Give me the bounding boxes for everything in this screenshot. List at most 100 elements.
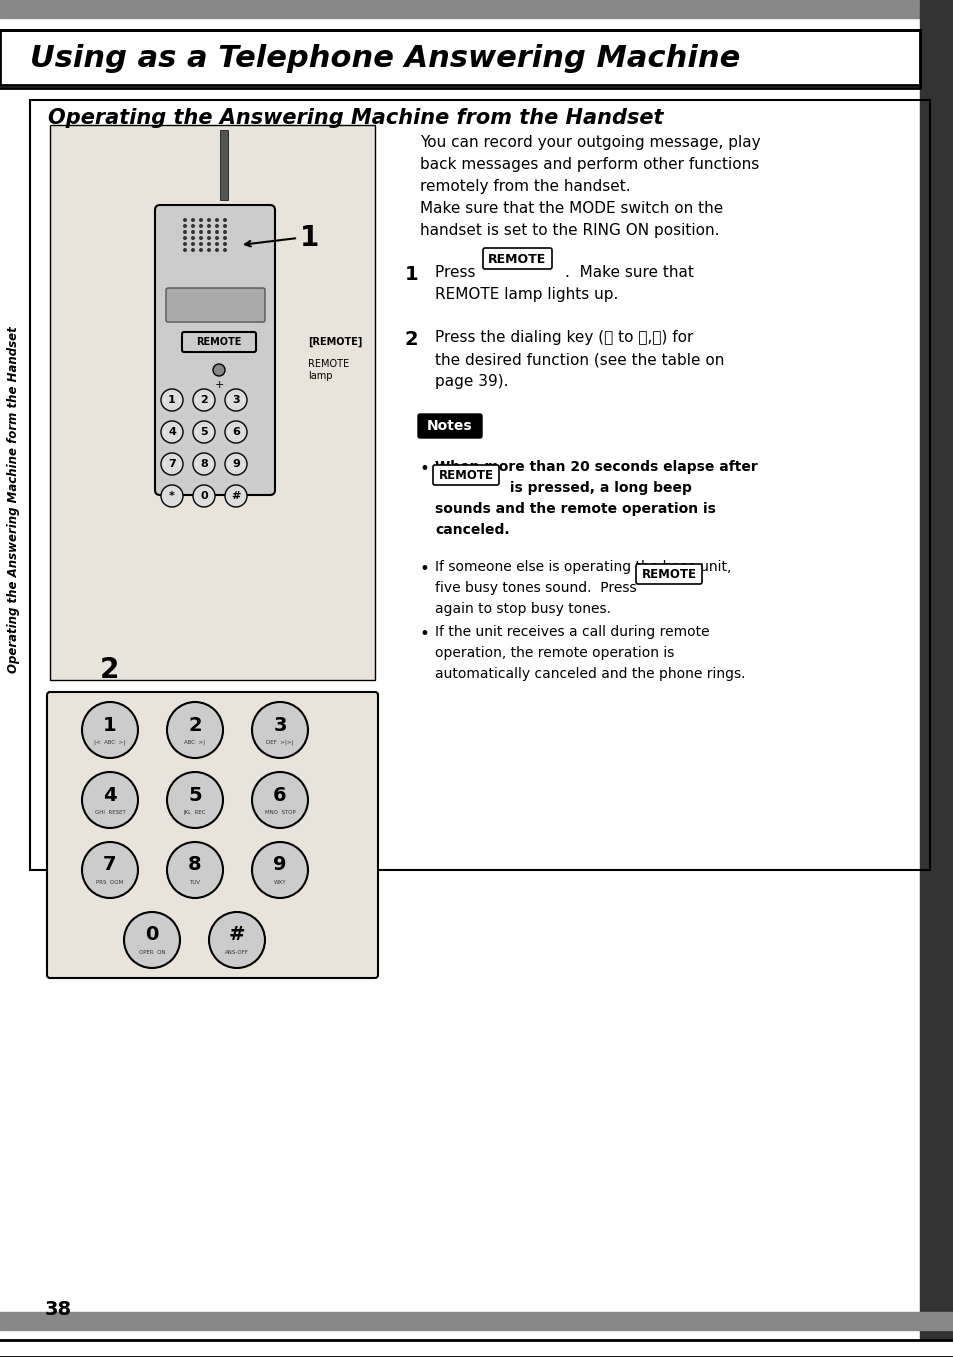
Circle shape <box>183 248 187 252</box>
Circle shape <box>214 242 219 246</box>
Circle shape <box>191 229 194 233</box>
Circle shape <box>82 841 138 898</box>
Text: 1: 1 <box>103 715 116 734</box>
Circle shape <box>199 236 203 240</box>
Circle shape <box>191 242 194 246</box>
Circle shape <box>225 484 247 508</box>
Circle shape <box>223 224 227 228</box>
Circle shape <box>161 484 183 508</box>
Text: You can record your outgoing message, play: You can record your outgoing message, pl… <box>419 134 760 151</box>
Circle shape <box>199 229 203 233</box>
Circle shape <box>207 218 211 223</box>
Text: the desired function (see the table on: the desired function (see the table on <box>435 351 723 366</box>
Text: Press: Press <box>435 265 480 280</box>
Text: ANS-OFF: ANS-OFF <box>225 950 249 954</box>
Text: Notes: Notes <box>427 419 473 433</box>
Text: #: # <box>229 925 245 944</box>
Bar <box>919 0 953 1339</box>
Text: REMOTE lamp lights up.: REMOTE lamp lights up. <box>435 286 618 303</box>
Circle shape <box>214 229 219 233</box>
Text: operation, the remote operation is: operation, the remote operation is <box>435 646 674 660</box>
Circle shape <box>209 912 265 968</box>
Circle shape <box>191 248 194 252</box>
Text: remotely from the handset.: remotely from the handset. <box>419 179 630 194</box>
Text: [REMOTE]: [REMOTE] <box>308 337 362 347</box>
FancyBboxPatch shape <box>636 565 701 584</box>
Circle shape <box>223 229 227 233</box>
Text: 3: 3 <box>232 395 239 404</box>
Circle shape <box>223 218 227 223</box>
Text: REMOTE
lamp: REMOTE lamp <box>308 360 349 381</box>
Bar <box>50 125 375 680</box>
Text: canceled.: canceled. <box>435 522 509 537</box>
Circle shape <box>193 421 214 442</box>
Text: #: # <box>231 491 240 501</box>
FancyBboxPatch shape <box>154 205 274 495</box>
Circle shape <box>183 224 187 228</box>
Circle shape <box>124 912 180 968</box>
Text: •: • <box>419 560 430 578</box>
Text: 2: 2 <box>100 655 119 684</box>
Text: PRS  OGM: PRS OGM <box>96 879 124 885</box>
Text: If the unit receives a call during remote: If the unit receives a call during remot… <box>435 626 709 639</box>
Circle shape <box>223 236 227 240</box>
Text: 2: 2 <box>200 395 208 404</box>
Text: 1: 1 <box>405 265 418 284</box>
Text: Using as a Telephone Answering Machine: Using as a Telephone Answering Machine <box>30 43 740 72</box>
Circle shape <box>183 218 187 223</box>
Circle shape <box>167 841 223 898</box>
Bar <box>30 100 929 870</box>
Text: 5: 5 <box>200 427 208 437</box>
Text: 7: 7 <box>103 855 116 874</box>
Circle shape <box>167 772 223 828</box>
Circle shape <box>225 421 247 442</box>
Text: TUV: TUV <box>190 879 200 885</box>
FancyBboxPatch shape <box>433 465 498 484</box>
Text: 9: 9 <box>232 459 240 470</box>
Circle shape <box>161 389 183 411</box>
Circle shape <box>252 841 308 898</box>
Text: 1: 1 <box>168 395 175 404</box>
Circle shape <box>214 236 219 240</box>
Text: is pressed, a long beep: is pressed, a long beep <box>504 480 691 495</box>
Text: *: * <box>169 491 174 501</box>
Circle shape <box>207 224 211 228</box>
Circle shape <box>161 421 183 442</box>
Text: MNO  STOP: MNO STOP <box>264 810 295 814</box>
Circle shape <box>193 389 214 411</box>
Text: handset is set to the RING ON position.: handset is set to the RING ON position. <box>419 223 719 237</box>
Text: Press the dialing key (ⓞ to ⓭,Ⓢ) for: Press the dialing key (ⓞ to ⓭,Ⓢ) for <box>435 330 693 345</box>
Circle shape <box>214 218 219 223</box>
Text: sounds and the remote operation is: sounds and the remote operation is <box>435 502 715 516</box>
Circle shape <box>82 772 138 828</box>
Bar <box>0 1312 953 1330</box>
Text: GHI  RESET: GHI RESET <box>94 810 125 814</box>
Bar <box>0 30 919 85</box>
Text: 38: 38 <box>45 1300 72 1319</box>
Text: 7: 7 <box>168 459 175 470</box>
Text: back messages and perform other functions: back messages and perform other function… <box>419 157 759 172</box>
FancyBboxPatch shape <box>47 692 377 978</box>
Text: 5: 5 <box>188 786 202 805</box>
Bar <box>0 30 919 85</box>
Text: Make sure that the MODE switch on the: Make sure that the MODE switch on the <box>419 201 722 216</box>
Text: DEF  >|>|: DEF >|>| <box>266 740 294 745</box>
Bar <box>220 130 228 199</box>
Circle shape <box>183 229 187 233</box>
Circle shape <box>207 236 211 240</box>
Text: again to stop busy tones.: again to stop busy tones. <box>435 603 610 616</box>
Circle shape <box>183 236 187 240</box>
Text: •: • <box>419 626 430 643</box>
Text: |<  ABC  >|: |< ABC >| <box>94 740 126 745</box>
Text: 2: 2 <box>188 715 202 734</box>
Circle shape <box>252 772 308 828</box>
Text: 1: 1 <box>300 224 319 252</box>
Text: 0: 0 <box>145 925 158 944</box>
Circle shape <box>167 702 223 759</box>
Circle shape <box>207 248 211 252</box>
Circle shape <box>214 248 219 252</box>
Text: 4: 4 <box>168 427 175 437</box>
Text: 6: 6 <box>232 427 240 437</box>
Circle shape <box>213 364 225 376</box>
Circle shape <box>199 224 203 228</box>
